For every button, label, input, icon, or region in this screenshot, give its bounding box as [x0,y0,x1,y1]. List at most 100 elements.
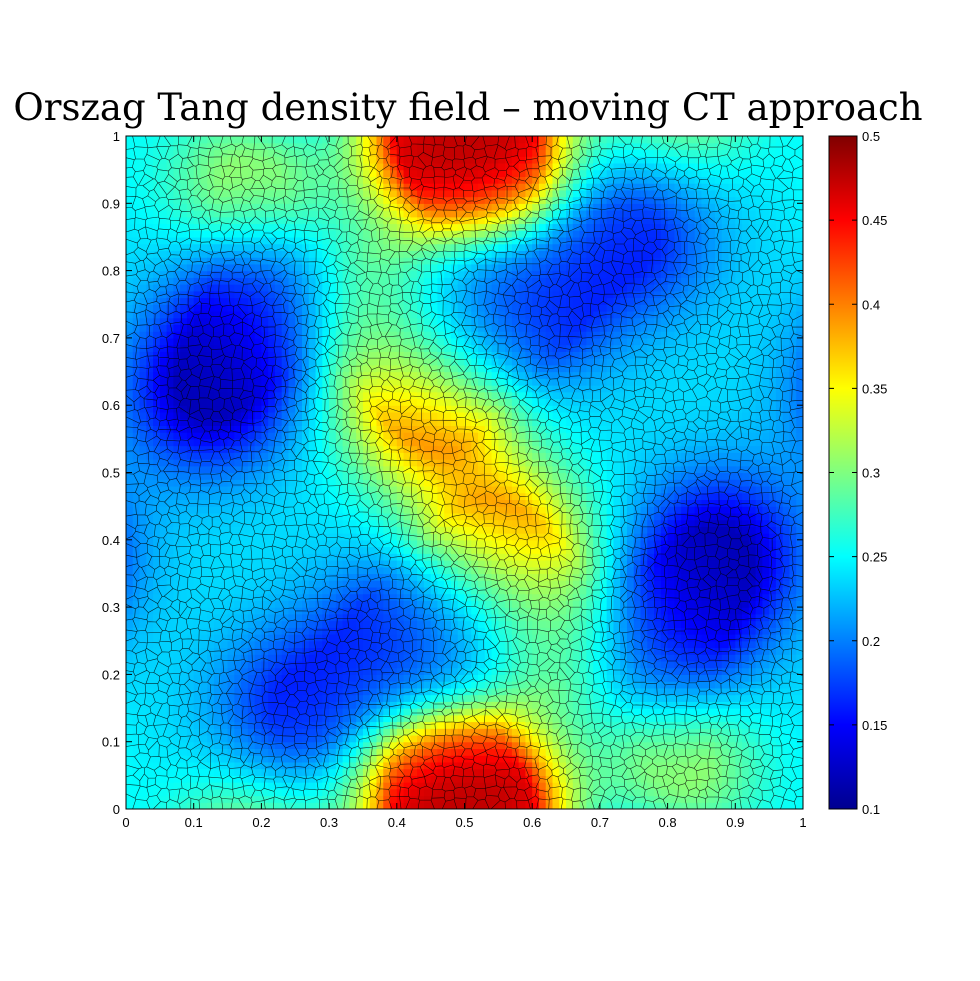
field-cell [254,492,262,501]
field-cell [207,708,215,716]
field-cell [430,546,439,554]
field-cell [159,627,168,635]
field-cell [193,694,202,702]
field-cell [329,216,337,225]
field-cell [329,277,337,285]
field-cell [437,674,445,682]
field-cell [220,210,229,218]
field-cell [369,452,378,460]
field-cell [220,620,229,628]
field-cell [247,210,256,218]
field-cell [322,263,330,272]
field-cell [410,761,418,770]
field-cell [173,734,181,743]
field-cell [261,183,269,191]
field-cell [220,411,229,420]
field-cell [437,761,445,770]
field-cell [349,290,357,299]
field-cell [234,640,242,649]
field-cell [207,203,215,211]
field-cell [234,344,242,352]
field-cell [126,344,134,352]
field-cell [180,297,188,305]
field-cell [329,506,337,514]
field-cell [241,136,249,144]
field-cell [132,297,141,305]
field-cell [417,136,425,144]
field-cell [308,734,317,743]
field-cell [126,660,134,669]
field-cell [180,465,188,474]
field-cell [274,708,283,716]
field-cell [186,788,195,797]
field-cell [410,607,418,615]
field-cell [207,385,215,393]
field-cell [383,257,391,265]
field-cell [349,371,357,379]
field-cell [261,250,269,258]
field-cell [329,640,337,649]
field-cell [254,250,262,258]
field-cell [390,681,398,689]
field-cell [126,741,134,750]
field-cell [234,687,242,696]
field-cell [207,196,215,204]
field-cell [193,344,202,352]
field-cell [390,156,398,164]
field-cell [132,734,141,743]
field-cell [308,755,317,763]
field-cell [207,337,215,346]
field-cell [247,768,256,776]
field-cell [193,734,202,743]
field-cell [234,782,242,790]
field-cell [335,337,344,346]
field-cell [227,230,235,238]
field-cell [153,391,161,400]
field-cell [193,802,202,809]
field-cell [193,492,202,501]
field-cell [214,492,222,501]
field-cell [166,775,174,783]
field-cell [126,620,134,628]
field-cell [457,627,466,635]
field-cell [335,263,344,272]
field-cell [349,297,357,305]
field-cell [132,331,141,339]
field-cell [166,714,174,723]
field-cell [349,708,357,716]
field-cell [193,196,202,204]
field-cell [166,344,174,352]
field-cell [437,566,445,575]
field-cell [247,270,256,278]
field-cell [403,761,411,770]
field-cell [220,263,229,272]
field-cell [241,418,249,426]
field-cell [322,768,330,776]
field-cell [126,728,134,736]
field-cell [247,741,256,750]
field-cell [139,162,147,171]
field-cell [329,136,337,144]
field-cell [241,512,249,521]
field-cell [214,250,222,258]
field-cell [132,371,141,379]
field-cell [362,169,371,177]
field-cell [207,613,215,622]
field-cell [396,775,405,783]
field-cell [173,263,181,272]
field-cell [200,667,208,675]
field-cell [139,432,147,440]
field-cell [200,768,208,776]
field-cell [214,586,222,595]
field-cell [444,620,452,628]
field-cell [268,748,276,756]
field-cell [417,775,425,783]
field-cell [173,506,181,514]
field-cell [139,270,147,278]
field-cell [193,411,202,420]
field-cell [180,512,188,521]
field-cell [247,196,256,204]
field-cell [200,425,208,433]
field-cell [207,802,215,809]
field-cell [268,216,276,225]
